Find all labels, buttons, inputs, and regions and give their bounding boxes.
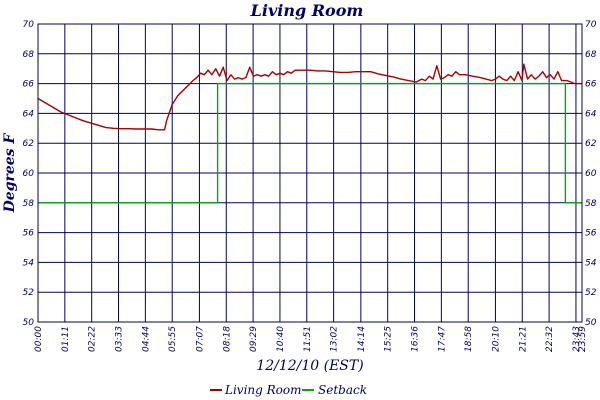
x-tick-label: 20:10 [491, 326, 501, 352]
x-tick-label: 04:44 [141, 326, 151, 352]
plot-frame [37, 23, 583, 323]
x-tick-label: 03:33 [115, 326, 125, 352]
legend: Living Room Setback [210, 383, 367, 397]
series-line-setback [38, 82, 582, 204]
y-axis-label: Degrees F [2, 133, 18, 214]
y-tick-labels-right: 50 52 54 56 58 60 62 64 66 68 70 [585, 20, 597, 328]
x-tick-label: 13:02 [330, 326, 340, 352]
y-tick-labels-left: 50 52 54 56 58 60 62 64 66 68 70 [23, 20, 35, 328]
y-tick-label: 56 [23, 229, 35, 239]
x-tick-label: 08:18 [222, 326, 232, 352]
y-tick-label: 52 [23, 288, 35, 298]
y-tick-label: 58 [23, 199, 35, 209]
y-tick-label-right: 64 [585, 109, 597, 119]
x-tick-label: 10:40 [276, 326, 286, 352]
legend-label-setback: Setback [318, 383, 367, 397]
y-tick-label-right: 68 [585, 50, 597, 60]
x-axis-label: 12/12/10 (EST) [256, 358, 363, 374]
y-tick-label-right: 50 [585, 318, 597, 328]
y-tick-label-right: 52 [585, 288, 597, 298]
chart-title: Living Room [250, 1, 364, 20]
legend-label-living-room: Living Room [224, 383, 302, 397]
x-tick-label: 22:32 [545, 326, 555, 352]
y-tick-label: 50 [23, 318, 35, 328]
x-tick-label: 23:43 [572, 326, 582, 352]
x-tick-label: 14:14 [357, 326, 367, 352]
x-tick-label: 05:55 [168, 326, 178, 352]
x-tick-label: 16:36 [411, 326, 421, 352]
y-tick-label-right: 60 [585, 169, 597, 179]
y-tick-label: 54 [23, 258, 35, 268]
x-tick-label: 15:25 [384, 326, 394, 352]
x-tick-label: 01:11 [61, 326, 71, 352]
y-tick-label: 70 [23, 20, 35, 30]
y-tick-label-right: 70 [585, 20, 597, 30]
x-tick-label: 17:47 [437, 326, 447, 352]
series-line-living-room [37, 63, 582, 131]
y-tick-label: 64 [23, 109, 35, 119]
x-tick-labels: 00:00 01:11 02:22 03:33 04:44 05:55 07:07 08:18… [34, 326, 588, 352]
x-tick-label: 00:00 [34, 326, 44, 352]
y-tick-label-right: 54 [585, 258, 597, 268]
x-tick-label: 09:29 [249, 326, 259, 352]
x-tick-label: 23:59 [578, 326, 588, 352]
x-tick-label: 18:58 [464, 326, 474, 352]
y-tick-label-right: 62 [585, 139, 597, 149]
y-tick-label: 68 [23, 50, 35, 60]
y-tick-label-right: 66 [585, 80, 597, 90]
x-tick-label: 07:07 [195, 326, 205, 352]
series-lines [37, 63, 582, 204]
y-tick-label: 62 [23, 139, 35, 149]
x-tick-label: 11:51 [303, 326, 313, 352]
y-tick-label: 66 [23, 80, 35, 90]
x-tick-label: 21:21 [518, 326, 528, 352]
y-tick-label-right: 58 [585, 199, 597, 209]
y-tick-label: 60 [23, 169, 35, 179]
x-tick-label: 02:22 [88, 326, 98, 352]
y-tick-label-right: 56 [585, 229, 597, 239]
